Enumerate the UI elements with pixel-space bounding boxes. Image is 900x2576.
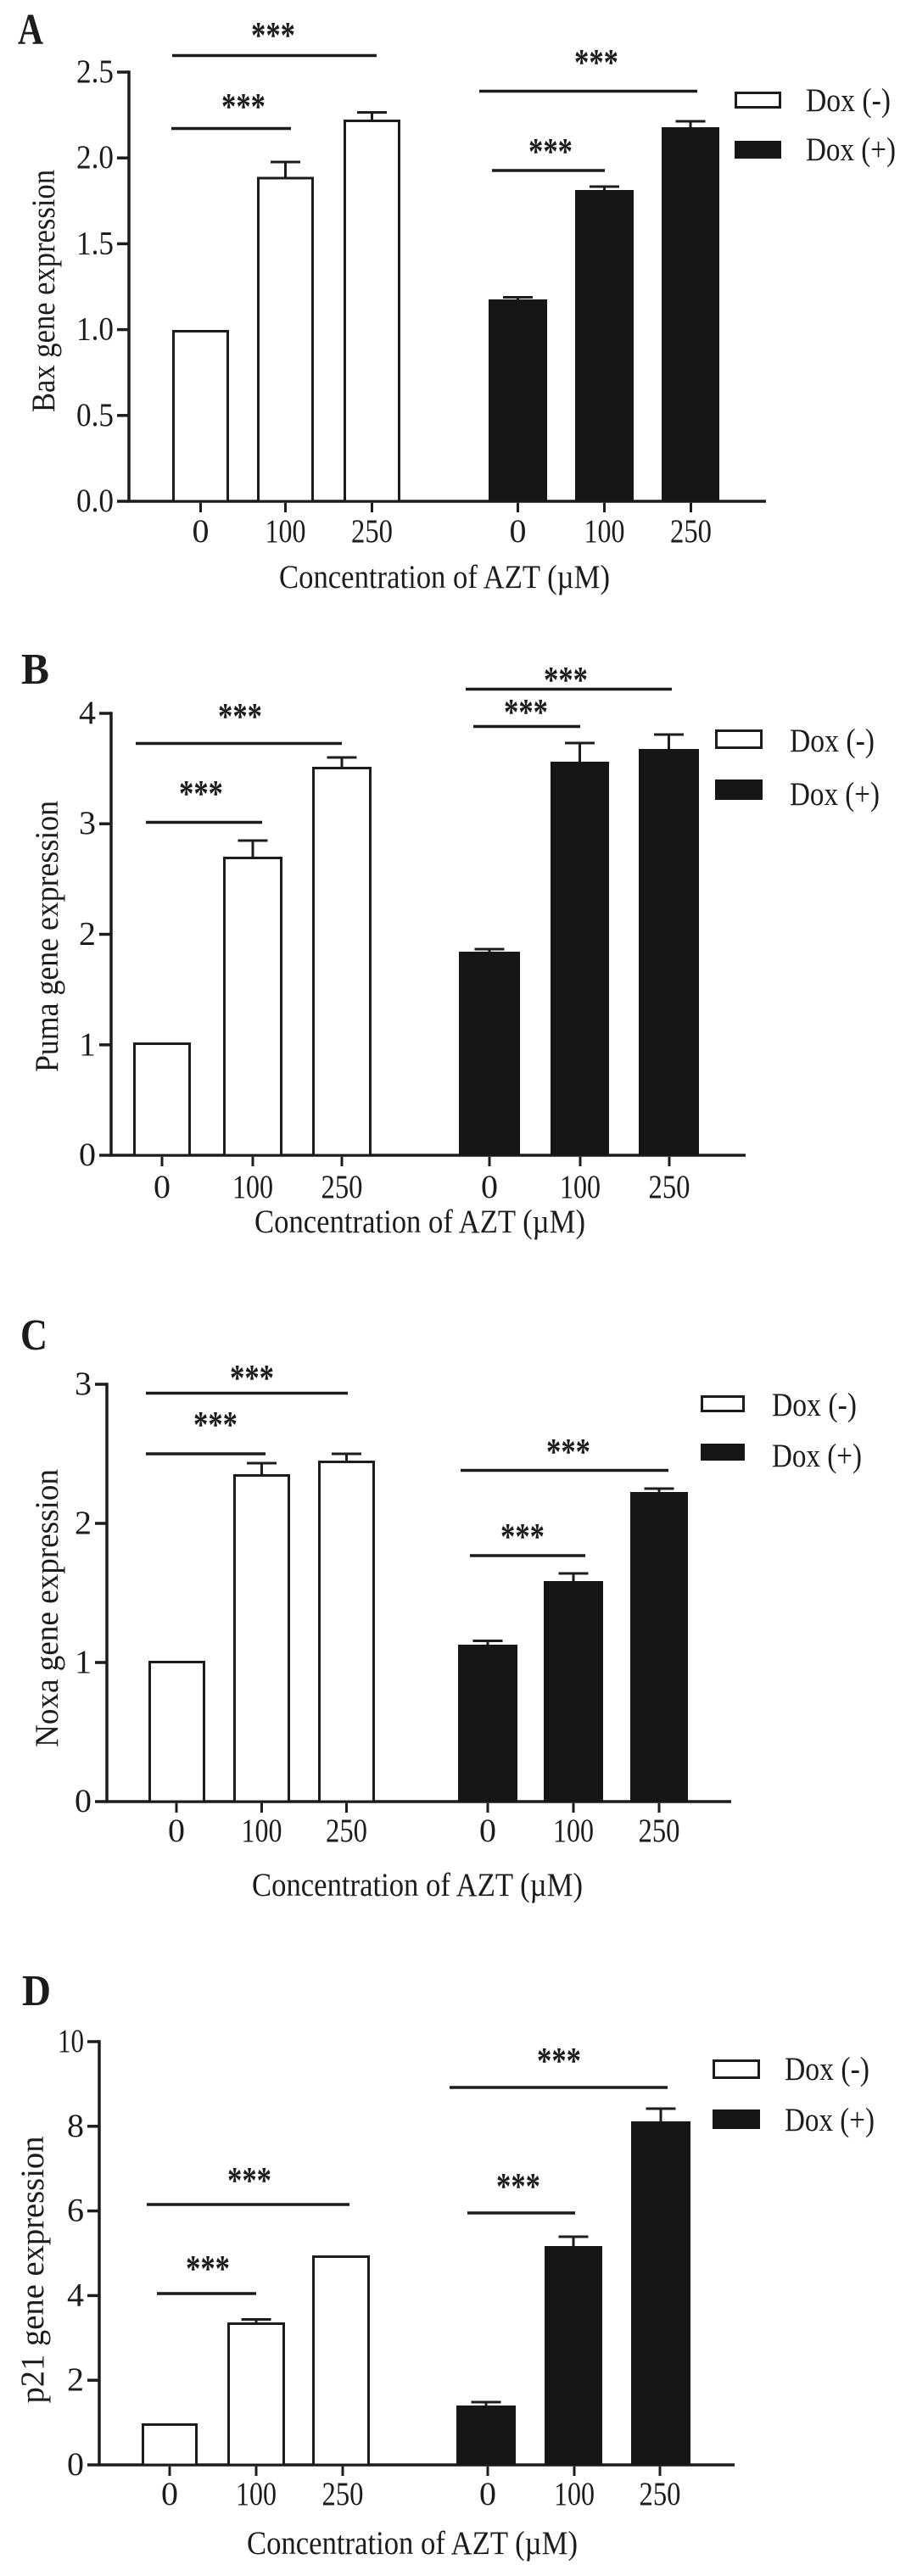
svg-text:2.0: 2.0 [76,139,114,176]
svg-text:0: 0 [479,1813,496,1849]
svg-text:250: 250 [649,1169,690,1205]
svg-text:8: 8 [67,2108,84,2144]
svg-text:***: *** [218,696,262,737]
svg-text:***: *** [537,2040,581,2081]
svg-text:Bax gene expression: Bax gene expression [25,170,62,412]
svg-text:***: *** [574,42,618,83]
svg-text:2: 2 [67,2361,84,2398]
svg-text:Dox (+): Dox (+) [785,2102,875,2138]
svg-text:1.5: 1.5 [76,225,114,261]
svg-text:0.5: 0.5 [76,397,114,433]
svg-text:***: *** [227,2160,271,2201]
svg-text:Noxa gene expression: Noxa gene expression [29,1469,65,1747]
svg-text:***: *** [179,773,223,814]
svg-text:100: 100 [232,1169,273,1205]
svg-text:p21 gene expression: p21 gene expression [14,2137,51,2404]
svg-text:***: *** [544,659,588,701]
svg-text:0: 0 [193,513,210,550]
svg-text:1: 1 [79,1026,96,1063]
svg-text:100: 100 [553,1813,594,1849]
svg-text:Dox (+): Dox (+) [806,131,896,168]
svg-text:A: A [18,6,43,54]
svg-text:0.0: 0.0 [76,483,114,519]
svg-text:***: *** [504,691,548,733]
svg-text:6: 6 [67,2193,84,2229]
svg-text:4: 4 [67,2277,84,2313]
svg-text:***: *** [528,131,573,172]
svg-text:0: 0 [75,1783,92,1819]
svg-text:0: 0 [154,1169,170,1205]
svg-text:***: *** [546,1431,590,1472]
svg-text:Puma gene expression: Puma gene expression [29,801,65,1072]
svg-text:***: *** [496,2165,540,2207]
svg-text:250: 250 [351,513,393,550]
svg-text:Dox (-): Dox (-) [785,2051,869,2087]
svg-text:0: 0 [479,2476,496,2512]
svg-text:Concentration of AZT (µM): Concentration of AZT (µM) [279,559,610,595]
svg-text:100: 100 [266,513,306,550]
svg-text:D: D [22,1967,51,2015]
svg-text:Concentration of AZT (µM): Concentration of AZT (µM) [254,1204,585,1240]
svg-text:2: 2 [75,1505,92,1541]
svg-text:C: C [20,1311,48,1360]
svg-text:0: 0 [67,2446,84,2483]
svg-text:***: *** [500,1516,545,1557]
svg-text:250: 250 [321,1169,363,1205]
svg-text:100: 100 [236,2476,277,2512]
svg-text:0: 0 [161,2476,178,2512]
svg-text:250: 250 [670,513,712,550]
svg-text:250: 250 [326,1813,367,1849]
svg-text:***: *** [193,1404,238,1445]
svg-text:100: 100 [584,513,625,550]
svg-text:0: 0 [481,1169,498,1205]
svg-text:1: 1 [75,1644,92,1680]
svg-text:250: 250 [640,2476,681,2512]
svg-text:Dox (+): Dox (+) [772,1438,862,1474]
svg-text:2.5: 2.5 [76,53,114,90]
svg-text:Dox (-): Dox (-) [772,1387,857,1423]
svg-text:Dox (-): Dox (-) [790,723,875,759]
svg-text:2: 2 [79,916,96,953]
svg-text:4: 4 [79,695,96,731]
svg-text:3: 3 [75,1366,92,1402]
svg-text:100: 100 [242,1813,282,1849]
svg-text:***: *** [251,14,295,56]
svg-text:***: *** [186,2248,230,2289]
svg-text:1.0: 1.0 [76,311,114,348]
svg-text:***: *** [221,86,266,127]
svg-text:Dox (-): Dox (-) [806,82,891,119]
svg-text:***: *** [230,1357,274,1399]
svg-text:Dox (+): Dox (+) [790,776,880,813]
svg-text:0: 0 [79,1137,96,1173]
svg-text:Concentration of AZT (µM): Concentration of AZT (µM) [247,2525,578,2562]
svg-text:250: 250 [322,2476,364,2512]
svg-text:B: B [21,645,49,694]
svg-text:100: 100 [554,2476,595,2512]
svg-text:3: 3 [79,805,96,841]
svg-text:100: 100 [560,1169,601,1205]
svg-text:0: 0 [168,1813,185,1849]
svg-text:Concentration of AZT (µM): Concentration of AZT (µM) [252,1867,583,1903]
svg-text:250: 250 [639,1813,680,1849]
svg-text:0: 0 [510,513,527,550]
svg-text:10: 10 [58,2023,84,2059]
